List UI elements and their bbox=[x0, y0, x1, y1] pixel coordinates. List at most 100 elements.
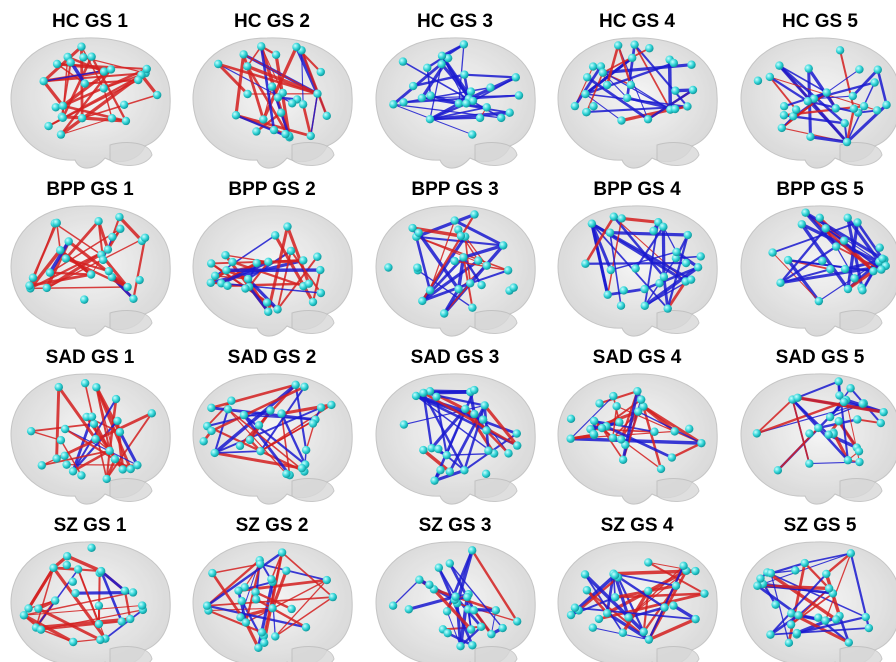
brain-node bbox=[94, 217, 102, 225]
brain-node bbox=[492, 606, 500, 614]
brain-node bbox=[477, 281, 485, 289]
panel bbox=[376, 542, 535, 662]
brain-node bbox=[672, 248, 680, 256]
brain-node bbox=[298, 464, 306, 472]
brain-node bbox=[483, 261, 491, 269]
brain-node bbox=[858, 400, 866, 408]
brain-node bbox=[832, 104, 840, 112]
brain-node bbox=[118, 617, 126, 625]
brain-node bbox=[671, 87, 679, 95]
brain-node bbox=[299, 256, 307, 264]
brain-node bbox=[121, 587, 129, 595]
brain-node bbox=[108, 233, 116, 241]
brain-node bbox=[389, 100, 397, 108]
brain-node bbox=[599, 69, 607, 77]
brain-node bbox=[505, 109, 513, 117]
brain-node bbox=[877, 419, 885, 427]
brain-node bbox=[263, 298, 271, 306]
brain-node bbox=[287, 605, 295, 613]
brain-node bbox=[804, 64, 812, 72]
brain-node bbox=[825, 584, 833, 592]
panel-title: SAD GS 1 bbox=[46, 347, 135, 368]
brain-node bbox=[515, 91, 523, 99]
brain-node bbox=[37, 626, 45, 634]
brain-node bbox=[850, 274, 858, 282]
brain-node bbox=[309, 419, 317, 427]
brain-node bbox=[278, 548, 286, 556]
brain-node bbox=[682, 259, 690, 267]
brain-node bbox=[455, 99, 463, 107]
brain-node bbox=[470, 410, 478, 418]
panel bbox=[558, 374, 717, 504]
brain-node bbox=[460, 70, 468, 78]
brain-node bbox=[412, 392, 420, 400]
brain-node bbox=[443, 629, 451, 637]
brain-node bbox=[479, 415, 487, 423]
brain-node bbox=[323, 112, 331, 120]
brain-node bbox=[620, 286, 628, 294]
brain-node bbox=[649, 227, 657, 235]
brain-node bbox=[683, 102, 691, 110]
brain-node bbox=[443, 451, 451, 459]
brain-node bbox=[418, 94, 426, 102]
brain-node bbox=[497, 114, 505, 122]
brain-node bbox=[129, 295, 137, 303]
panel-title: HC GS 3 bbox=[417, 11, 493, 32]
brain-node bbox=[208, 569, 216, 577]
brain-node bbox=[509, 283, 517, 291]
brain-node bbox=[687, 275, 695, 283]
brain-node bbox=[264, 308, 272, 316]
brain-node bbox=[798, 220, 806, 228]
brain-node bbox=[436, 466, 444, 474]
brain-node bbox=[753, 582, 761, 590]
panel-title: SAD GS 5 bbox=[776, 347, 865, 368]
brain-node bbox=[228, 258, 236, 266]
brain-node bbox=[480, 401, 488, 409]
brain-node bbox=[426, 286, 434, 294]
brain-node bbox=[242, 618, 250, 626]
brain-outline bbox=[558, 542, 717, 662]
brain-node bbox=[612, 402, 620, 410]
panel bbox=[376, 38, 535, 168]
brain-node bbox=[143, 65, 151, 73]
brain-node bbox=[273, 305, 281, 313]
brain-node bbox=[754, 77, 762, 85]
brain-node bbox=[414, 229, 422, 237]
brain-node bbox=[240, 411, 248, 419]
cerebellum bbox=[292, 142, 334, 165]
brain-node bbox=[243, 90, 251, 98]
brain-node bbox=[419, 446, 427, 454]
cerebellum bbox=[840, 310, 882, 333]
brain-node bbox=[858, 286, 866, 294]
brain-node bbox=[256, 447, 264, 455]
brain-node bbox=[434, 445, 442, 453]
brain-node bbox=[470, 606, 478, 614]
brain-node bbox=[108, 114, 116, 122]
brain-node bbox=[873, 106, 881, 114]
brain-node bbox=[79, 53, 87, 61]
brain-node bbox=[271, 632, 279, 640]
brain-node bbox=[274, 93, 282, 101]
brain-node bbox=[287, 247, 295, 255]
panel bbox=[193, 38, 352, 168]
brain-node bbox=[51, 596, 59, 604]
brain-node bbox=[46, 268, 54, 276]
brain-node bbox=[590, 430, 598, 438]
brain-node bbox=[425, 581, 433, 589]
brain-node bbox=[246, 436, 254, 444]
brain-node bbox=[588, 219, 596, 227]
brain-node bbox=[847, 549, 855, 557]
brain-node bbox=[768, 248, 776, 256]
brain-node bbox=[266, 406, 274, 414]
panel bbox=[741, 542, 896, 662]
panel-title: BPP GS 3 bbox=[411, 179, 498, 200]
brain-node bbox=[282, 567, 290, 575]
brain-node bbox=[766, 630, 774, 638]
brain-node bbox=[801, 559, 809, 567]
cerebellum bbox=[292, 310, 334, 333]
brain-node bbox=[443, 607, 451, 615]
brain-node bbox=[691, 567, 699, 575]
brain-node bbox=[504, 449, 512, 457]
brain-node bbox=[821, 616, 829, 624]
brain-node bbox=[116, 225, 124, 233]
